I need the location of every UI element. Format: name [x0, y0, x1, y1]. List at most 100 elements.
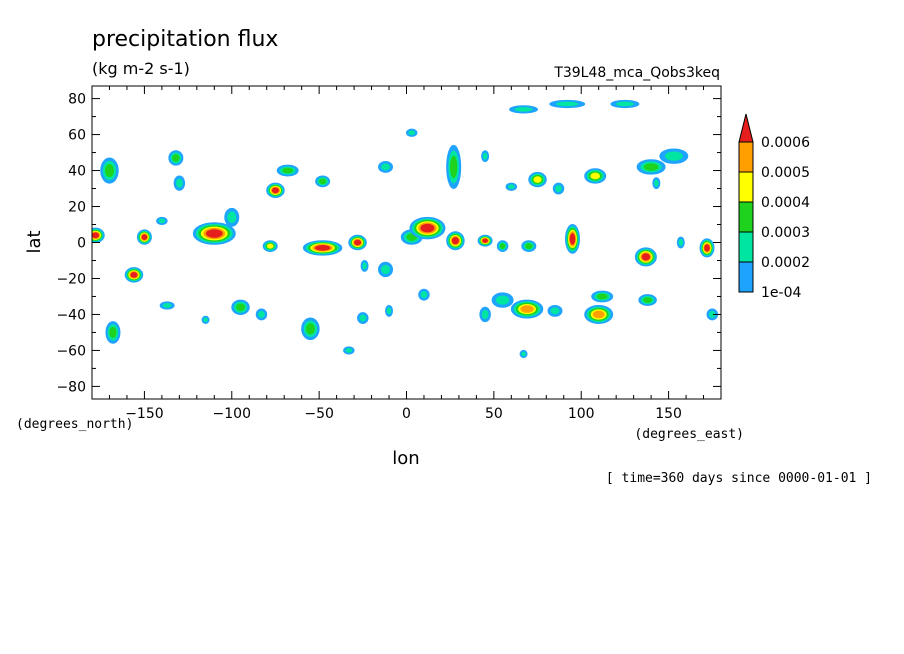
y-units-label: (degrees_north) — [16, 417, 133, 432]
precip-cell — [159, 301, 175, 310]
precip-cell — [224, 207, 240, 227]
contour-level-2 — [664, 151, 683, 161]
precip-cell — [201, 315, 210, 324]
precip-cell — [418, 288, 430, 301]
contour-level-3 — [499, 243, 506, 249]
contour-level-2 — [227, 211, 237, 224]
precip-cell — [564, 224, 580, 254]
precip-cell — [315, 175, 331, 188]
contour-level-2 — [345, 348, 353, 353]
precip-cell — [496, 240, 509, 252]
time-label: [ time=360 days since 0000-01-01 ] — [606, 471, 872, 486]
y-tick-label: 80 — [68, 92, 86, 108]
y-axis-label: lat — [24, 230, 45, 253]
contour-level-2 — [507, 184, 515, 190]
precip-cell — [360, 259, 369, 272]
precip-cell — [699, 238, 715, 258]
contour-level-2 — [654, 179, 659, 187]
precip-cell — [378, 261, 394, 278]
contour-level-2 — [521, 351, 526, 357]
colorbar-swatch — [738, 141, 754, 173]
colorbar-swatch — [738, 201, 754, 233]
contour-level-4 — [267, 243, 274, 249]
colorbar-label: 0.0005 — [761, 165, 810, 181]
precip-cell — [519, 349, 528, 359]
precip-cell — [521, 240, 537, 252]
precip-cell — [547, 304, 563, 317]
contour-level-6 — [92, 232, 99, 239]
precip-cell — [343, 346, 355, 355]
precip-cell — [446, 144, 462, 190]
colorbar-swatch — [738, 231, 754, 263]
contour-level-2 — [555, 185, 562, 192]
precip-cell — [262, 240, 278, 252]
colorbar-label: 0.0002 — [761, 255, 810, 271]
precip-cell — [276, 164, 299, 177]
x-tick-label: −150 — [125, 406, 163, 422]
precip-cell — [255, 308, 268, 321]
chart-subtitle: (kg m-2 s-1) — [92, 59, 190, 78]
contour-level-3 — [235, 303, 246, 312]
colorbar-top-triangle — [738, 113, 754, 143]
contour-level-6 — [420, 223, 435, 233]
contour-level-6 — [354, 239, 362, 246]
contour-level-2 — [556, 101, 579, 107]
precip-cell — [528, 171, 547, 188]
contour-level-2 — [386, 307, 392, 315]
contour-level-2 — [162, 303, 172, 308]
x-tick-label: 50 — [485, 406, 503, 422]
precip-cell — [509, 105, 539, 114]
x-tick-label: −50 — [304, 406, 334, 422]
precip-cell — [406, 128, 418, 137]
contour-level-2 — [708, 311, 716, 318]
contour-level-2 — [482, 152, 488, 160]
precip-cell — [610, 99, 640, 109]
precip-cell — [491, 292, 514, 308]
precip-cell — [173, 175, 186, 191]
contour-level-2 — [678, 239, 684, 246]
precip-cell — [168, 150, 184, 166]
contour-level-6 — [130, 272, 138, 278]
precip-cell — [136, 229, 152, 245]
precip-cell — [348, 234, 367, 251]
contour-level-3 — [450, 155, 458, 179]
x-tick-label: 150 — [655, 406, 682, 422]
contour-level-3 — [318, 178, 327, 185]
contour-level-6 — [704, 244, 710, 252]
precip-cell — [105, 321, 121, 344]
contour-level-6 — [314, 245, 331, 251]
precip-cell — [192, 222, 236, 245]
contour-level-3 — [643, 163, 659, 171]
contour-level-3 — [282, 167, 294, 174]
y-tick-label: 60 — [68, 128, 86, 144]
contour-level-5 — [520, 305, 534, 313]
contour-level-2 — [550, 307, 560, 315]
contour-level-2 — [408, 130, 416, 136]
x-tick-label: −100 — [213, 406, 251, 422]
contour-level-2 — [359, 314, 367, 322]
colorbar-label: 0.0004 — [761, 195, 810, 211]
precip-cell — [409, 216, 446, 240]
y-tick-label: −60 — [56, 343, 86, 359]
precip-cell — [549, 99, 586, 109]
precip-cell — [302, 240, 343, 256]
contour-level-2 — [495, 295, 510, 305]
precip-cell — [584, 304, 614, 324]
colorbar-label: 1e-04 — [761, 285, 801, 301]
precip-cell — [706, 308, 719, 321]
colorbar-label: 0.0003 — [761, 225, 810, 241]
contour-level-4 — [590, 172, 601, 180]
contour-level-6 — [641, 253, 651, 261]
precip-cell — [659, 148, 689, 164]
contour-level-2 — [481, 309, 489, 320]
y-tick-label: −80 — [56, 379, 86, 395]
precip-cell — [676, 236, 685, 249]
precip-cell — [505, 182, 518, 191]
precip-cell — [591, 290, 614, 303]
contour-level-6 — [569, 233, 576, 245]
precip-cell — [479, 306, 491, 323]
contour-level-4 — [533, 176, 542, 183]
precip-cell — [510, 299, 544, 319]
precip-cell — [638, 294, 657, 306]
